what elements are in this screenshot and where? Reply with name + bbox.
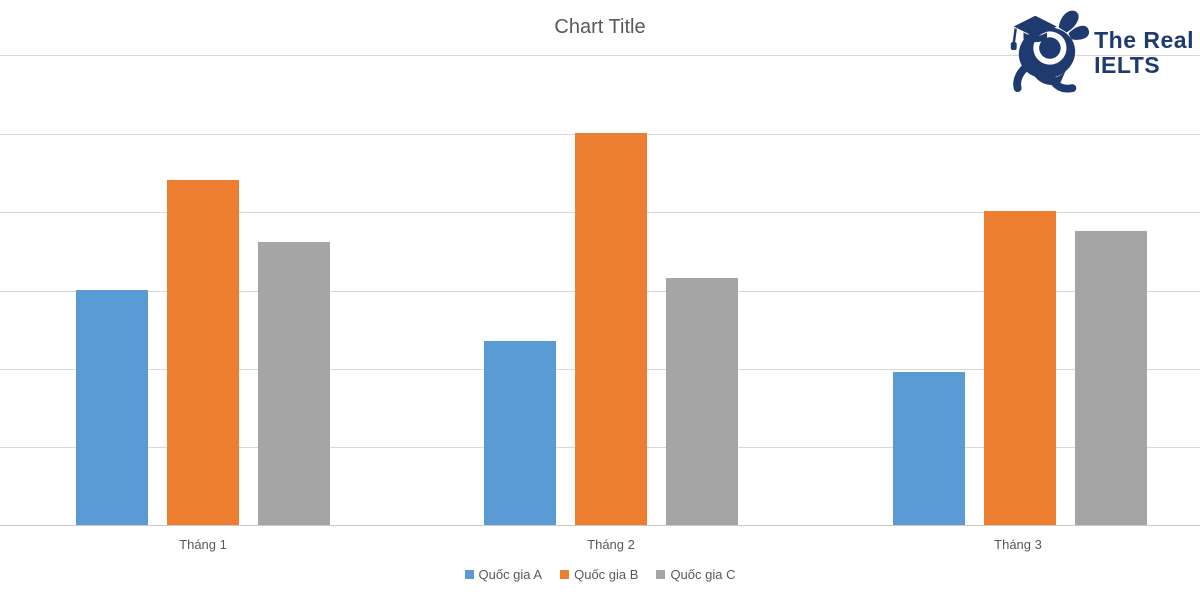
bar-quốc-gia-c [1075,230,1147,525]
bar-group-thang-2 [484,54,738,525]
legend-swatch-b-icon [560,570,570,579]
bar-quốc-gia-b [984,211,1056,525]
legend-label-b: Quốc gia B [574,567,639,582]
x-label-thang-3: Tháng 3 [994,537,1042,552]
bar-quốc-gia-c [666,277,738,525]
brand-logo: The Real IELTS [1002,6,1194,99]
legend-item-quoc-gia-b: Quốc gia B [560,567,638,582]
legend-label-c: Quốc gia C [670,567,736,582]
legend-label-a: Quốc gia A [478,567,543,582]
legend-swatch-a-icon [464,570,474,579]
chart-title: Chart Title [554,16,646,38]
legend-swatch-c-icon [656,570,666,579]
gridline [0,55,1200,56]
legend-item-quoc-gia-c: Quốc gia C [656,567,735,582]
mascot-icon [1002,6,1090,99]
bar-quốc-gia-b [575,132,647,525]
bar-group-thang-1 [76,54,330,525]
x-axis-labels: Tháng 1 Tháng 2 Tháng 3 [0,537,1200,555]
legend-item-quoc-gia-a: Quốc gia A [464,567,543,582]
bar-quốc-gia-b [167,179,239,525]
x-label-thang-2: Tháng 2 [587,537,635,552]
logo-line2: IELTS [1094,51,1161,78]
x-axis-line [0,525,1200,526]
logo-text: The Real IELTS [1094,26,1194,78]
x-label-thang-1: Tháng 1 [179,537,227,552]
legend: Quốc gia A Quốc gia B Quốc gia C [0,567,1200,582]
bar-quốc-gia-a [484,340,556,525]
bar-quốc-gia-a [893,371,965,525]
bar-group-thang-3 [893,54,1147,525]
bar-quốc-gia-a [76,289,148,525]
logo-line1: The Real [1094,26,1194,53]
plot-area [0,55,1200,526]
bar-quốc-gia-c [258,242,330,525]
